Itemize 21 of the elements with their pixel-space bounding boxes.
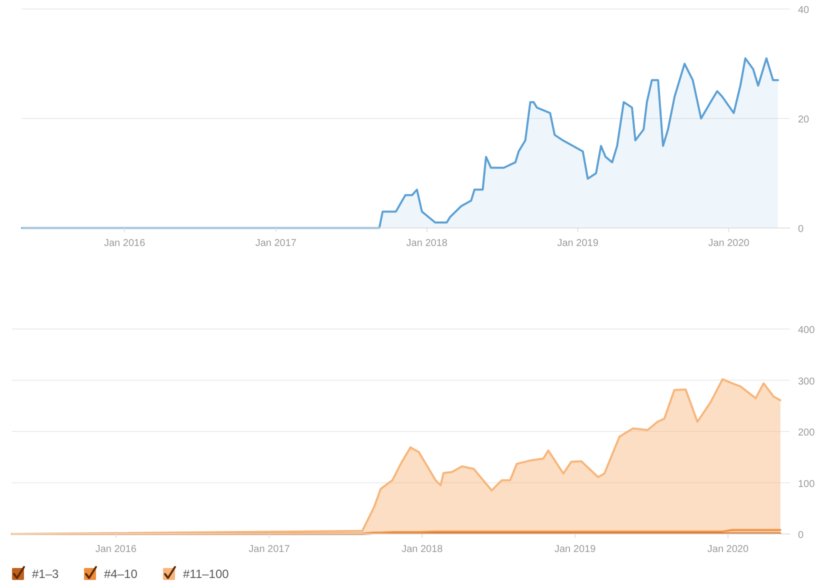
x-tick-label: Jan 2016 [95,544,137,555]
x-tick-label: Jan 2017 [248,544,290,555]
y-tick-label: 400 [798,325,815,336]
y-tick-label: 100 [798,478,815,490]
y-tick-label: 300 [798,376,815,388]
y-tick-label: 40 [798,5,810,16]
x-tick-label: Jan 2019 [557,238,599,249]
y-tick-label: 200 [798,428,815,438]
y-tick-label: 0 [798,530,804,541]
x-tick-label: Jan 2018 [402,544,444,555]
legend-label: #4–10 [104,567,138,581]
y-tick-label: 0 [798,224,804,235]
x-tick-label: Jan 2020 [708,238,750,249]
legend-label: #1–3 [32,567,60,581]
legend-label: #11–100 [183,567,230,581]
x-tick-label: Jan 2018 [406,238,448,249]
y-tick-label: 20 [798,114,810,126]
x-tick-label: Jan 2017 [255,238,297,249]
x-tick-label: Jan 2019 [554,544,596,555]
x-tick-label: Jan 2020 [707,544,749,555]
x-tick-label: Jan 2016 [104,238,146,249]
